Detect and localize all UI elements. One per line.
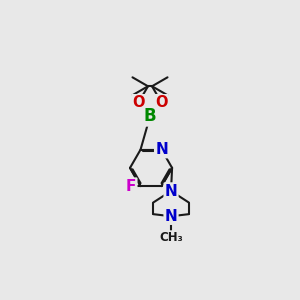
Text: O: O xyxy=(155,95,168,110)
Text: CH₃: CH₃ xyxy=(159,231,183,244)
Text: O: O xyxy=(132,95,145,110)
Text: B: B xyxy=(144,107,156,125)
Text: F: F xyxy=(126,178,136,194)
Text: N: N xyxy=(165,209,177,224)
Text: N: N xyxy=(155,142,168,157)
Text: N: N xyxy=(165,184,177,199)
